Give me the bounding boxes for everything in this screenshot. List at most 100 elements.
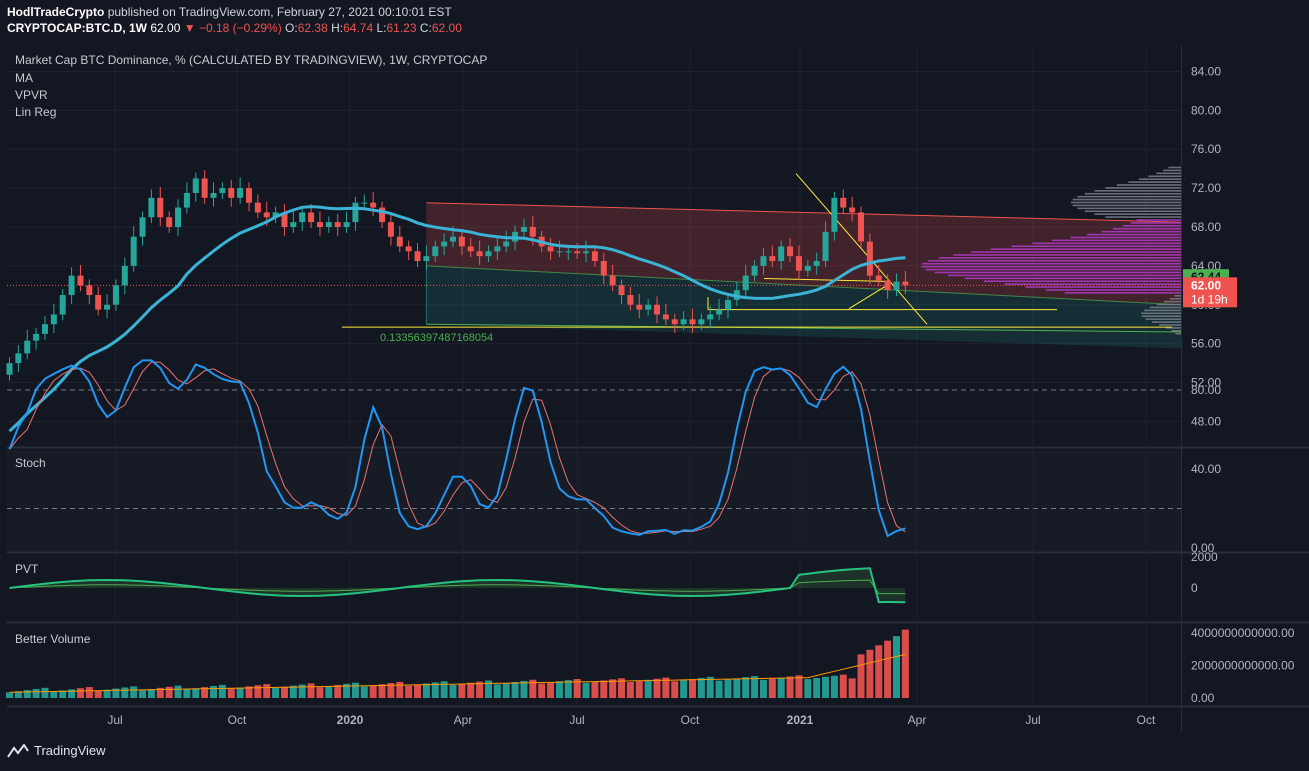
vpvr-row — [1045, 289, 1181, 291]
vpvr-row — [1064, 292, 1181, 294]
volume-bar — [431, 682, 439, 698]
vpvr-row — [1032, 242, 1181, 245]
candle-body — [574, 251, 581, 254]
candle-body — [316, 222, 323, 227]
vpvr-row — [1141, 312, 1181, 315]
volume-bar — [751, 676, 759, 698]
stoch-y-tick-label: 0.00 — [1191, 541, 1215, 555]
candle-body — [769, 256, 776, 262]
legend-ma[interactable]: MA — [15, 71, 33, 85]
author-name[interactable]: HodlTradeCrypto — [7, 5, 105, 19]
candle-body — [59, 295, 66, 315]
candle-body — [192, 178, 199, 193]
publish-line: HodlTradeCrypto published on TradingView… — [7, 5, 452, 19]
volume-bar — [263, 684, 271, 698]
candle-body — [494, 246, 501, 252]
stoch-k-line — [8, 359, 906, 538]
vpvr-row — [1148, 175, 1181, 178]
wedge-bottom-line — [848, 284, 888, 310]
open-label: O: — [285, 21, 298, 35]
volume-y-tick-label: 0.00 — [1191, 691, 1215, 705]
candle-body — [556, 251, 563, 253]
close-label: C: — [419, 21, 432, 35]
candle-body — [166, 217, 173, 227]
y-tick-label: 72.00 — [1191, 181, 1221, 195]
candle-body — [121, 265, 128, 286]
vpvr-row — [1004, 283, 1181, 285]
stoch-title[interactable]: Stoch — [15, 456, 46, 470]
tradingview-brand[interactable]: TradingView — [7, 743, 106, 758]
volume-bar — [41, 687, 49, 698]
ohlc-line: CRYPTOCAP:BTC.D, 1W 62.00 ▼ −0.18 (−0.29… — [7, 21, 462, 35]
vpvr-row — [1168, 166, 1181, 169]
lin-reg-upper-band — [426, 202, 1181, 305]
high-value: 64.74 — [343, 21, 374, 35]
vpvr-row — [964, 277, 1181, 280]
candle-body — [228, 188, 235, 198]
volume-bar — [369, 685, 377, 698]
volume-bar — [414, 684, 422, 698]
vpvr-row — [1138, 178, 1181, 180]
pvt-title[interactable]: PVT — [15, 562, 39, 576]
volume-bar — [644, 679, 652, 698]
volume-bar — [857, 654, 865, 698]
stoch-y-tick-label: 40.00 — [1191, 462, 1221, 476]
volume-bar — [458, 683, 466, 698]
x-tick-label: 2021 — [787, 713, 814, 727]
candle-body — [352, 202, 359, 223]
vpvr-row — [1169, 297, 1181, 300]
x-tick-label: Oct — [681, 713, 700, 727]
vpvr-row — [1136, 219, 1181, 221]
y-tick-label: 84.00 — [1191, 64, 1221, 78]
y-tick-label: 56.00 — [1191, 337, 1221, 351]
volume-bar — [688, 679, 696, 698]
legend-vpvr[interactable]: VPVR — [15, 88, 48, 102]
volume-bar — [742, 677, 750, 698]
vpvr-row — [1011, 245, 1181, 248]
volume-bar — [272, 687, 280, 698]
stoch-d-line — [9, 361, 906, 534]
legend-linreg[interactable]: Lin Reg — [15, 105, 57, 119]
candle-body — [618, 285, 625, 296]
fib-ratio-label: 0.13356397487168054 — [380, 332, 493, 344]
volume-title[interactable]: Better Volume — [15, 632, 91, 646]
volume-bar — [298, 684, 306, 698]
vpvr-row — [1077, 207, 1181, 210]
vpvr-row — [1144, 309, 1181, 312]
candle-body — [68, 275, 75, 296]
high-label: H: — [331, 21, 344, 35]
volume-bar — [759, 679, 767, 698]
vpvr-row — [1159, 324, 1181, 326]
vpvr-row — [1077, 195, 1181, 198]
volume-bar — [680, 680, 688, 698]
candle-body — [893, 281, 900, 291]
moving-average-line — [8, 205, 906, 433]
vpvr-row — [1145, 318, 1181, 320]
volume-bar — [875, 645, 883, 698]
symbol-label[interactable]: CRYPTOCAP:BTC.D, 1W — [7, 21, 148, 35]
volume-bar — [405, 685, 413, 698]
lin-reg-upper-line — [426, 202, 1182, 223]
candle-body — [716, 309, 723, 315]
volume-bar — [618, 678, 626, 698]
candle-body — [148, 197, 155, 218]
vpvr-row — [1087, 233, 1181, 236]
candle-body — [308, 212, 315, 223]
y-tick-label: 76.00 — [1191, 142, 1221, 156]
candle-body — [263, 212, 270, 218]
volume-bar — [830, 675, 838, 698]
volume-bar — [112, 688, 120, 698]
candle-body — [370, 202, 377, 208]
volume-bar — [573, 679, 581, 698]
volume-bar — [6, 692, 13, 698]
candle-body — [671, 319, 678, 325]
candle-body — [689, 319, 696, 325]
volume-bar — [227, 688, 235, 698]
volume-bar — [156, 687, 164, 698]
candle-body — [742, 275, 749, 291]
vpvr-row — [938, 257, 1181, 259]
vpvr-row — [1163, 300, 1181, 303]
vpvr-row — [1165, 327, 1181, 329]
vpvr-row — [1174, 295, 1181, 297]
